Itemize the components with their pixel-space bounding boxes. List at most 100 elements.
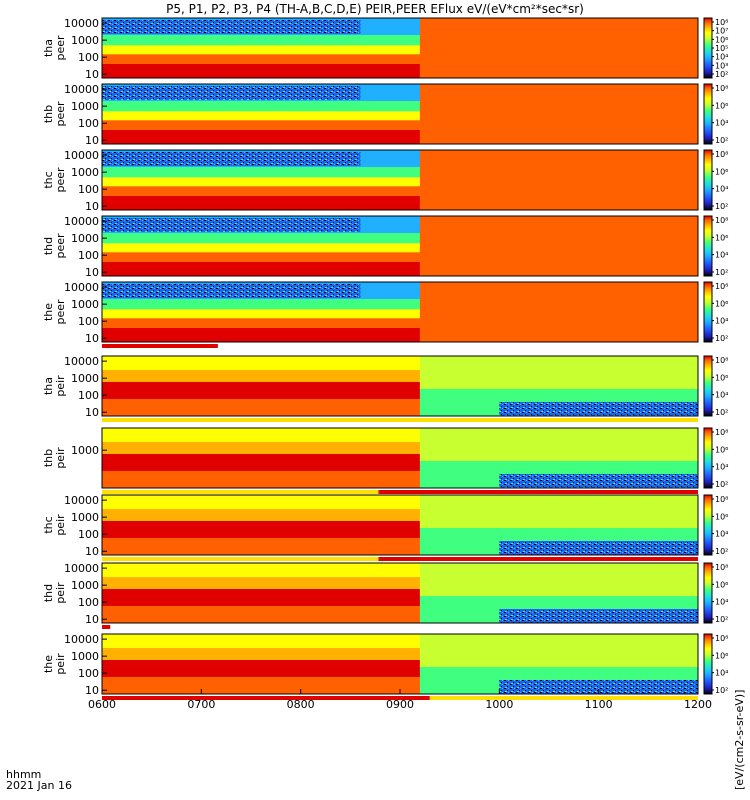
y-tick-label: 10 [85,545,99,558]
ephemeris-segment [102,490,379,494]
flux-region-late-low [419,249,698,276]
y-tick-label: 10 [85,684,99,697]
colorbar-tick-label: 10⁸ [715,282,728,291]
colorbar-tick-label: 10⁸ [715,18,728,27]
y-tick-label: 1000 [71,511,99,524]
flux-band [102,252,698,262]
y-tick-label: 10000 [64,149,99,162]
x-tick-label: 0700 [187,698,215,711]
x-tick-label: 1000 [485,698,513,711]
colorbar-tick-label: 10⁸ [715,428,728,437]
flux-band [102,509,698,521]
panel-thd-peir: 10000 1000 100 10 thd peir 10⁸ 10⁶ 10⁴ 10² [42,562,728,626]
flux-region-late [419,18,698,51]
x-tick-label: 0900 [386,698,414,711]
panel-thb-peer: 10000 1000 100 10 thb peer 10⁸ 10⁶ 10⁴ 10² [42,83,728,147]
flux-region-late [419,282,698,315]
flux-band [102,167,698,178]
colorbar-tick-label: 10⁵ [715,44,728,53]
flux-band [102,45,698,55]
flux-band [102,120,698,130]
y-tick-label: 100 [78,596,99,609]
panel-label-product: peer [54,167,67,193]
ephemeris-segment [102,696,430,700]
flux-band [102,577,698,589]
flux-band [102,101,698,112]
flux-region-late [419,563,698,596]
colorbar-the-peir: 10⁸ 10⁶ 10⁴ 10² [703,633,728,695]
flux-band [102,54,698,64]
colorbar-tick-label: 10³ [715,61,728,70]
colorbar-gradient [703,494,713,556]
y-tick-label: 1000 [71,232,99,245]
colorbar-tick-label: 10⁶ [715,373,728,382]
x-tick-label: 0600 [88,698,116,711]
y-tick-label: 1000 [71,166,99,179]
panel-label-product: peir [54,447,67,469]
colorbar-tick-label: 10⁶ [715,101,728,110]
panel-label-probe: the [42,303,55,321]
colorbar-tick-label: 10⁴ [715,463,728,472]
x-tick-label: 1200 [684,698,712,711]
flux-region-late-low [419,183,698,210]
colorbar-tick-label: 10⁸ [715,216,728,225]
colorbar-gradient [703,83,713,145]
colorbar-tick-label: 10⁸ [715,84,728,93]
flux-band [102,442,698,454]
panel-thd-peer: 10000 1000 100 10 thd peer 10⁸ 10⁶ 10⁴ 10² [42,215,728,279]
ephemeris-segment [102,557,379,561]
colorbar-tick-label: 10² [715,136,728,145]
panel-frame [101,149,699,211]
y-tick-label: 10000 [64,494,99,507]
noise-band [499,541,698,555]
colorbar-gradient [703,355,713,417]
panel-label-product: peer [54,233,67,259]
flux-band [102,648,698,660]
panel-frame [101,281,699,343]
y-tick-label: 10000 [64,281,99,294]
colorbar-tick-label: 10⁶ [715,167,728,176]
colorbar-thd-peir: 10⁸ 10⁶ 10⁴ 10² [703,562,728,624]
colorbar-tick-label: 10⁴ [715,598,728,607]
panel-label-product: peir [54,582,67,604]
y-tick-label: 100 [78,389,99,402]
colorbar-tick-label: 10⁸ [715,634,728,643]
colorbar-tick-label: 10² [715,547,728,556]
chart-title: P5, P1, P2, P3, P4 (TH-A,B,C,D,E) PEIR,P… [166,2,584,16]
y-tick-label: 100 [78,117,99,130]
flux-band [102,35,698,46]
colorbar-label: [eV/(cm2-s-sr-eV)] [733,690,746,790]
flux-region-late [419,216,698,249]
y-tick-label: 10 [85,134,99,147]
colorbar-tick-label: 10² [715,408,728,417]
colorbar-tick-label: 10⁸ [715,563,728,572]
panel-label-product: peer [54,299,67,325]
noise-band [102,218,361,232]
panel-label-probe: thc [42,171,55,188]
flux-band [102,309,698,319]
colorbar-gradient [703,633,713,695]
panel-tha-peir: 10000 1000 100 10 tha peir 10⁸ 10⁶ 10⁴ 10² [42,355,728,419]
colorbar-tick-label: 10² [715,268,728,277]
colorbar-gradient [703,215,713,277]
noise-band [102,86,361,100]
panel-label-product: peir [54,375,67,397]
x-axis-unit-label: hhmm [6,768,42,781]
flux-region-late [419,356,698,389]
y-tick-label: 1000 [71,650,99,663]
colorbar-tick-label: 10⁴ [715,251,728,260]
panel-label-product: peir [54,514,67,536]
flux-region-late-low [419,315,698,342]
noise-band [102,152,361,166]
colorbar-thd-peer: 10⁸ 10⁶ 10⁴ 10² [703,215,728,277]
y-tick-label: 100 [78,249,99,262]
colorbar-tick-label: 10⁴ [715,53,728,62]
y-tick-label: 1000 [71,100,99,113]
colorbar-gradient [703,17,713,79]
panel-frame [101,494,699,556]
panel-the-peir: 10000 1000 100 10 the peir 10⁸ 10⁶ 10⁴ 10² [42,633,728,697]
panel-label-probe: thd [42,584,55,602]
panel-frame [101,17,699,79]
flux-region-late [419,634,698,667]
